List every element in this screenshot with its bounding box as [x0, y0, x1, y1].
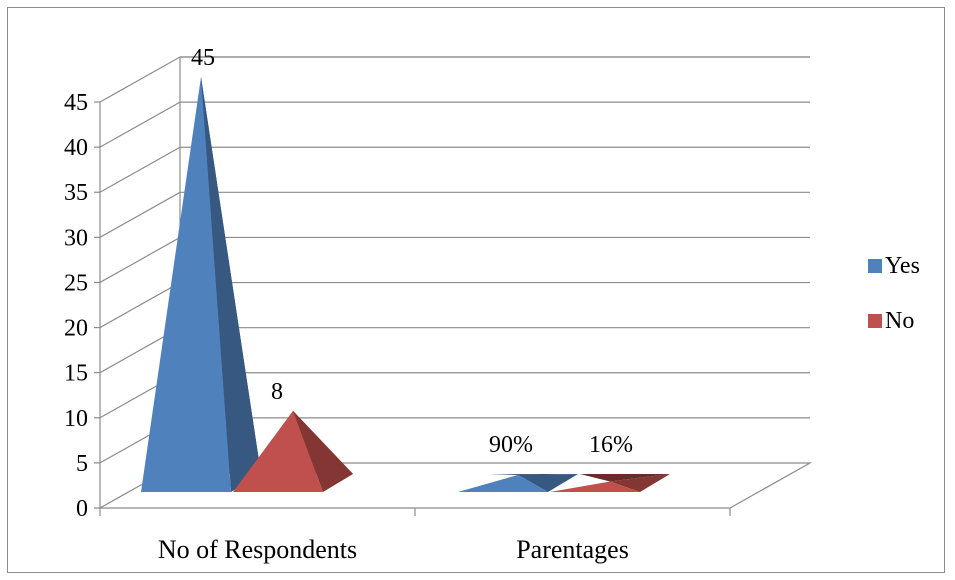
y-tick-label: 20 [64, 316, 88, 342]
pyramid-side-face [610, 474, 670, 492]
gridline-side [99, 282, 181, 329]
y-tick-label: 40 [64, 135, 88, 161]
legend: Yes No [868, 253, 920, 334]
y-tick-label: 45 [64, 90, 88, 116]
pyramid-yes-1 [458, 474, 578, 492]
pyramid-side-face [201, 77, 261, 492]
y-tick-label: 15 [64, 361, 88, 387]
y-tick-label: 0 [76, 496, 88, 522]
x-axis: No of Respondents Parentages [99, 508, 731, 564]
pyramid-side-face [518, 474, 578, 492]
gridline-side [99, 56, 181, 103]
legend-swatch-yes [868, 259, 882, 273]
y-axis-ticks: 0 5 10 15 20 25 30 35 40 45 [64, 90, 100, 522]
pyramid-back-face [580, 474, 670, 482]
data-label-yes: 45 [191, 45, 215, 71]
y-tick-label: 25 [64, 270, 88, 296]
pyramid-no-0 [233, 410, 353, 492]
legend-label-no: No [885, 308, 914, 334]
y-tick-label: 5 [76, 451, 88, 477]
pyramid-front-face [233, 410, 323, 492]
y-tick-label: 30 [64, 225, 88, 251]
data-label-no: 8 [271, 379, 283, 405]
pyramid-side-face [293, 410, 353, 492]
y-tick-label: 10 [64, 406, 88, 432]
gridline-side [99, 146, 181, 193]
pyramid-no-1 [550, 474, 670, 492]
data-labels: 45 8 90% 16% [191, 45, 633, 458]
data-label-no: 16% [589, 432, 633, 458]
pyramid-front-face [458, 474, 548, 492]
legend-label-yes: Yes [885, 253, 920, 279]
gridline-side [99, 191, 181, 238]
x-category-label: Parentages [516, 535, 629, 564]
pyramid-back-face [488, 474, 578, 475]
y-tick-label: 35 [64, 180, 88, 206]
pyramid-front-face [141, 77, 231, 492]
legend-swatch-no [868, 314, 882, 328]
x-category-label: No of Respondents [158, 535, 357, 564]
gridline-side [99, 101, 181, 148]
pyramid-front-face [550, 481, 640, 492]
chart-marks [141, 77, 670, 492]
gridline-side [99, 236, 181, 283]
pyramid-yes-0 [141, 77, 261, 492]
data-label-yes: 90% [489, 432, 533, 458]
